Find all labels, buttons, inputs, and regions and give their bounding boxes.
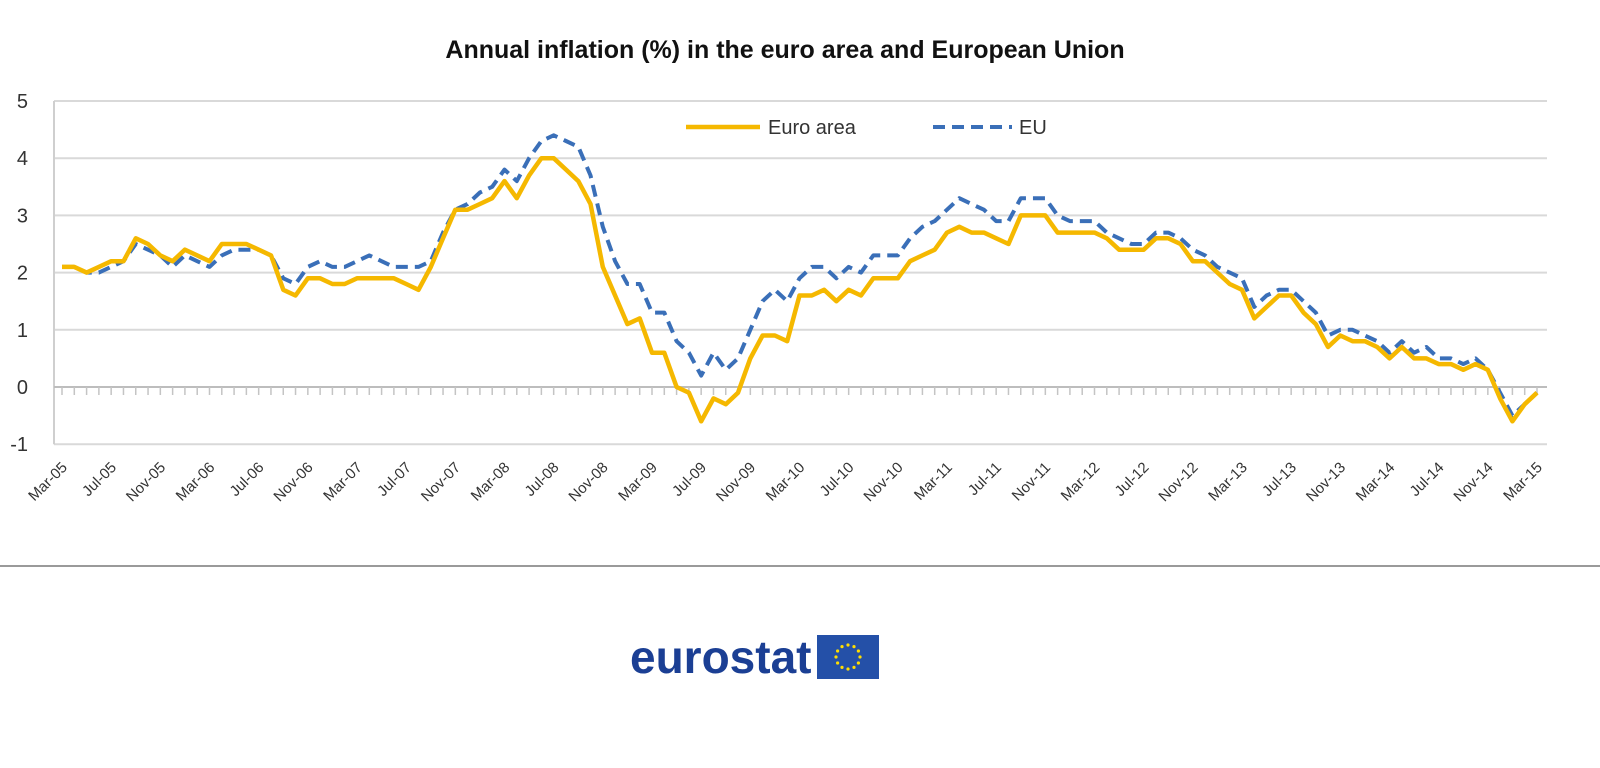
flag-star (857, 661, 861, 665)
x-tick-label: Mar-10 (763, 459, 809, 505)
x-tick-label: Nov-10 (860, 459, 906, 505)
flag-star (857, 649, 861, 653)
eurostat-logo: eurostat (630, 631, 880, 683)
x-tick-label: Nov-05 (123, 459, 169, 505)
flag-star (846, 643, 851, 647)
x-tick-label: Nov-08 (565, 459, 611, 505)
x-tick-label: Jul-13 (1259, 459, 1300, 500)
x-tick-label: Jul-06 (227, 459, 268, 500)
x-tick-label: Nov-12 (1155, 459, 1201, 505)
x-tick-label: Jul-05 (79, 459, 120, 500)
x-tick-label: Nov-07 (418, 459, 464, 505)
x-tick-label: Nov-13 (1303, 459, 1349, 505)
series-line-euro-area (62, 155, 1539, 424)
y-tick-label: 2 (17, 263, 28, 285)
flag-star (840, 645, 845, 649)
flag-star (836, 661, 840, 665)
x-tick-label: Jul-12 (1112, 459, 1153, 500)
legend-label-eu: EU (1019, 117, 1047, 139)
divider (0, 565, 1600, 567)
x-tick-label: Nov-06 (270, 459, 316, 505)
flag-star (852, 645, 857, 649)
x-tick-label: Mar-07 (320, 459, 366, 505)
x-tick-label: Nov-14 (1450, 459, 1496, 505)
y-tick-label: -1 (10, 434, 28, 456)
x-tick-label: Mar-05 (25, 459, 71, 505)
x-tick-label: Mar-11 (911, 459, 956, 504)
x-tick-label: Nov-11 (1009, 459, 1054, 504)
flag-star (846, 667, 851, 671)
x-tick-label: Jul-10 (817, 459, 858, 500)
x-tick-label: Mar-15 (1500, 459, 1546, 505)
y-tick-label: 3 (17, 205, 28, 227)
flag-star (858, 655, 863, 659)
y-tick-label: 1 (17, 320, 28, 342)
logo-text: eurostat (630, 631, 812, 683)
chart-title: Annual inflation (%) in the euro area an… (445, 36, 1125, 64)
flag-star (852, 665, 857, 669)
x-tick-label: Mar-08 (468, 459, 514, 505)
x-tick-label: Mar-14 (1353, 459, 1399, 505)
flag-star (836, 649, 840, 653)
legend-label-euro-area: Euro area (768, 117, 857, 139)
x-tick-label: Jul-14 (1407, 459, 1448, 500)
x-tick-label: Mar-12 (1058, 459, 1104, 505)
x-tick-label: Jul-11 (965, 459, 1005, 499)
x-tick-label: Nov-09 (713, 459, 759, 505)
x-tick-label: Jul-07 (374, 459, 415, 500)
y-tick-label: 4 (17, 148, 28, 170)
flag-star (834, 655, 839, 659)
x-tick-label: Mar-06 (173, 459, 219, 505)
x-tick-label: Jul-08 (522, 459, 563, 500)
flag-star (840, 665, 845, 669)
eu-flag-icon (817, 635, 880, 679)
series-line-eu (62, 133, 1539, 418)
x-tick-label: Jul-09 (669, 459, 710, 500)
y-tick-label: 5 (17, 91, 28, 113)
x-tick-label: Mar-13 (1205, 459, 1251, 505)
y-tick-label: 0 (17, 377, 28, 399)
x-tick-label: Mar-09 (615, 459, 661, 505)
